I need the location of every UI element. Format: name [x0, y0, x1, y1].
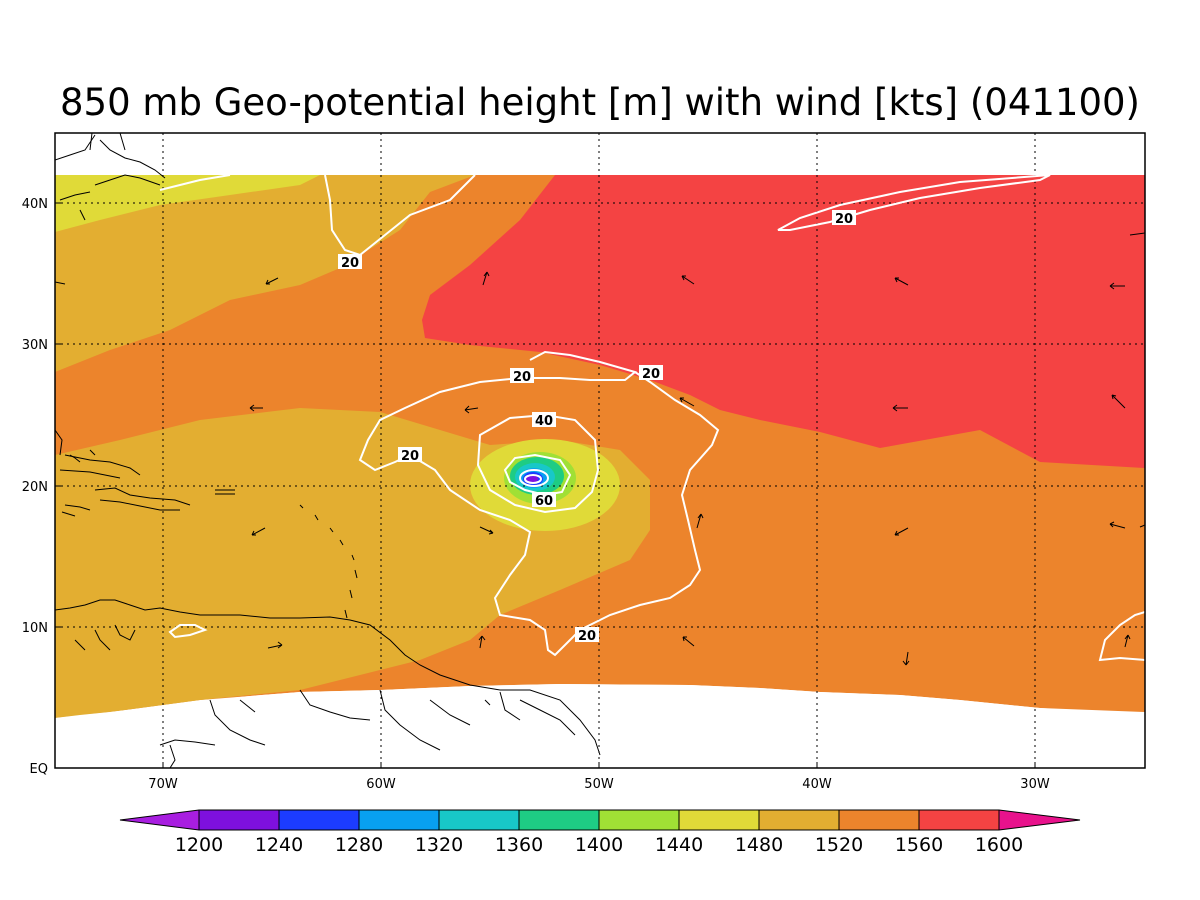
contour-label: 20	[510, 368, 534, 385]
colorbar-swatch	[919, 810, 999, 830]
svg-text:20: 20	[513, 370, 531, 385]
fill-1520	[55, 175, 475, 372]
svg-text:60: 60	[535, 494, 553, 509]
colorbar-swatch	[439, 810, 519, 830]
colorbar-label: 1560	[895, 834, 943, 856]
fill-1480-nw	[55, 175, 320, 232]
contour-label: 20	[832, 210, 856, 227]
lat-label: 10N	[22, 621, 48, 636]
svg-text:20: 20	[341, 256, 359, 271]
lon-label: 50W	[584, 777, 614, 792]
colorbar-label: 1520	[815, 834, 863, 856]
colorbar: 1200 1240 1280 1320 1360 1400 1440 1480 …	[119, 809, 1081, 856]
lat-label: 40N	[22, 197, 48, 212]
colorbar-label: 1280	[335, 834, 383, 856]
coastlines	[55, 133, 601, 768]
colorbar-under-arrow	[120, 810, 199, 830]
plot-frame	[54, 132, 1146, 769]
colorbar-label: 1240	[255, 834, 303, 856]
colorbar-swatch	[679, 810, 759, 830]
tick-marks	[55, 202, 1036, 769]
svg-text:40: 40	[535, 414, 553, 429]
contour-labels: 20 20 20 20 20 20 40 60	[338, 210, 856, 644]
contour-label: 20	[639, 365, 663, 382]
lat-label: 20N	[22, 480, 48, 495]
colorbar-swatch	[279, 810, 359, 830]
lat-label: 30N	[22, 338, 48, 353]
colorbar-over-arrow	[999, 810, 1080, 830]
colorbar-label: 1200	[175, 834, 223, 856]
colorbar-swatch	[839, 810, 919, 830]
lat-labels: 40N 30N 20N 10N EQ	[22, 197, 48, 777]
no-data-top	[55, 133, 1145, 175]
svg-text:20: 20	[401, 449, 419, 464]
no-data-bottom	[55, 684, 1145, 768]
colorbar-label: 1400	[575, 834, 623, 856]
lon-label: 70W	[148, 777, 178, 792]
wind-vectors	[55, 232, 1145, 666]
colorbar-swatch	[759, 810, 839, 830]
contour-label: 40	[532, 412, 556, 429]
graticule	[55, 133, 1145, 768]
colorbar-label: 1360	[495, 834, 543, 856]
plot-area: 20 20 20 20 20 20 40 60	[55, 133, 1145, 768]
colorbar-label: 1600	[975, 834, 1023, 856]
svg-text:20: 20	[835, 212, 853, 227]
fill-1600	[422, 175, 1145, 468]
contour-label: 20	[398, 447, 422, 464]
colorbar-swatch	[359, 810, 439, 830]
contour-label: 20	[575, 627, 599, 644]
colorbar-swatch	[519, 810, 599, 830]
lon-label: 60W	[366, 777, 396, 792]
colorbar-label: 1480	[735, 834, 783, 856]
contour-label: 20	[338, 254, 362, 271]
colorbar-label: 1320	[415, 834, 463, 856]
svg-text:20: 20	[642, 367, 660, 382]
lon-label: 40W	[802, 777, 832, 792]
lon-labels: 70W 60W 50W 40W 30W	[148, 777, 1050, 792]
lat-label: EQ	[30, 762, 48, 777]
fill-1240	[526, 475, 538, 483]
svg-text:20: 20	[578, 629, 596, 644]
lon-label: 30W	[1020, 777, 1050, 792]
contour-label: 60	[532, 492, 556, 509]
colorbar-swatch	[199, 810, 279, 830]
colorbar-label: 1440	[655, 834, 703, 856]
map-title: 850 mb Geo-potential height [m] with win…	[60, 81, 1140, 124]
colorbar-swatch	[599, 810, 679, 830]
